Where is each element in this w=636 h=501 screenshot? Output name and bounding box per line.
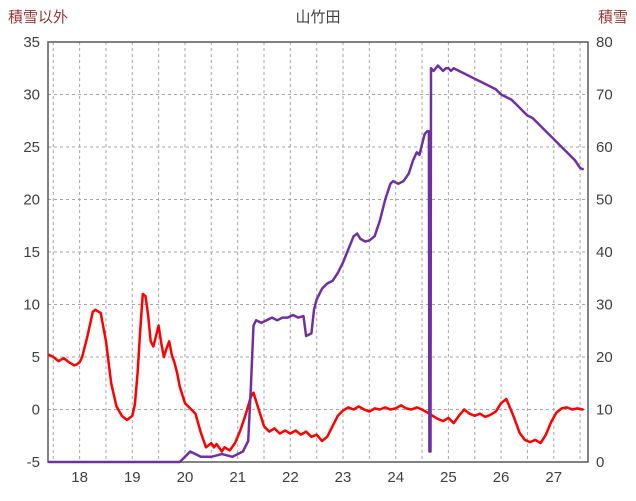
y-axis-right-tick-label: 70 <box>596 87 613 104</box>
y-axis-right-tick-label: 0 <box>596 454 604 471</box>
x-axis-tick-label: 26 <box>493 469 510 486</box>
plot-border <box>47 41 589 463</box>
chart-title: 山竹田 <box>295 9 341 26</box>
non-snow-series-line <box>47 292 584 453</box>
y-axis-left-tick-label: 15 <box>23 244 40 261</box>
y-axis-left-tick-label: 20 <box>23 192 40 209</box>
y-axis-right-tick-label: 60 <box>596 139 613 156</box>
y-axis-right-tick-label: 20 <box>596 349 613 366</box>
y-axis-right-tick-label: 40 <box>596 244 613 261</box>
y-axis-left-tick-label: 0 <box>32 402 40 419</box>
y-axis-right-tick-label: 50 <box>596 192 613 209</box>
y-axis-right-tick-label: 80 <box>596 34 613 51</box>
y-axis-right-tick-label: 10 <box>596 402 613 419</box>
y-axis-left-tick-label: -5 <box>27 454 40 471</box>
y-axis-left-tick-label: 30 <box>23 87 40 104</box>
x-axis-tick-label: 24 <box>387 469 404 486</box>
x-axis-tick-label: 21 <box>229 469 246 486</box>
x-axis-tick-label: 27 <box>545 469 562 486</box>
x-axis-tick-label: 19 <box>124 469 141 486</box>
y-axis-left-tick-label: 5 <box>32 349 40 366</box>
y-axis-right-tick-label: 30 <box>596 297 613 314</box>
x-axis-tick-label: 22 <box>282 469 299 486</box>
left-axis-title: 積雪以外 <box>8 9 69 26</box>
x-axis-tick-label: 20 <box>177 469 194 486</box>
y-axis-left-tick-label: 25 <box>23 139 40 156</box>
snow-depth-series-line <box>47 64 584 464</box>
x-axis-tick-label: 18 <box>71 469 88 486</box>
x-axis-tick-label: 23 <box>335 469 352 486</box>
y-axis-left-tick-label: 10 <box>23 297 40 314</box>
right-axis-title: 積雪 <box>597 9 628 26</box>
y-axis-left-tick-label: 35 <box>23 34 40 51</box>
x-axis-tick-label: 25 <box>440 469 457 486</box>
